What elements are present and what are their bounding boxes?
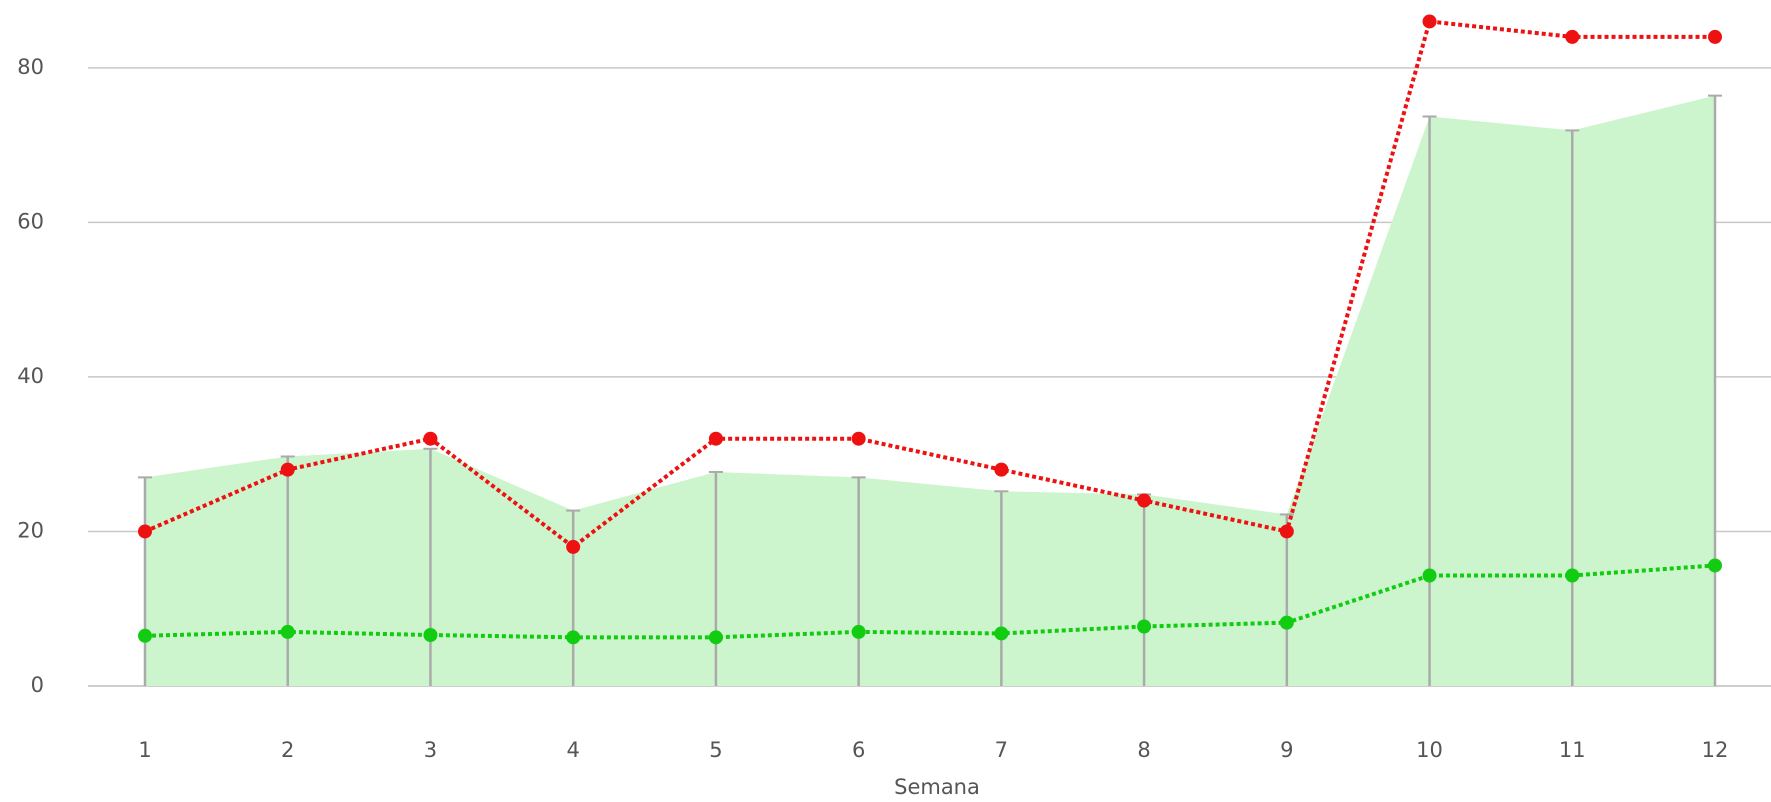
x-tick-label: 5	[709, 738, 722, 762]
point	[851, 624, 866, 639]
point	[708, 431, 723, 446]
point	[423, 431, 438, 446]
point	[994, 626, 1009, 641]
point	[280, 462, 295, 477]
point	[994, 462, 1009, 477]
point	[138, 628, 152, 643]
x-tick-label: 1	[138, 738, 151, 762]
point	[1137, 619, 1152, 634]
point	[1279, 615, 1294, 630]
point	[1279, 524, 1294, 539]
y-tick-label: 80	[17, 55, 44, 79]
line	[144, 19, 1715, 550]
y-tick-label: 20	[17, 518, 44, 542]
point	[1422, 568, 1437, 583]
point	[138, 524, 152, 539]
point	[566, 539, 581, 554]
point	[1137, 493, 1152, 508]
x-tick-label: 6	[852, 738, 865, 762]
x-tick-label: 9	[1280, 738, 1293, 762]
point	[1708, 558, 1722, 573]
x-tick-label: 10	[1416, 738, 1443, 762]
point	[851, 431, 866, 446]
point	[1708, 29, 1722, 44]
point	[280, 624, 295, 639]
y-tick-label: 40	[17, 364, 44, 388]
x-tick-label: 7	[995, 738, 1008, 762]
x-tick-label: 12	[1702, 738, 1729, 762]
line	[144, 563, 1716, 640]
area	[145, 95, 1715, 687]
x-tick-label: 4	[566, 738, 579, 762]
point	[1565, 568, 1580, 583]
x-tick-label: 8	[1137, 738, 1150, 762]
point	[708, 630, 723, 645]
x-tick-label: 2	[281, 738, 294, 762]
x-tick-label: 11	[1559, 738, 1586, 762]
point	[1565, 29, 1580, 44]
y-tick-label: 0	[31, 673, 44, 697]
point	[1422, 14, 1437, 29]
x-axis-label: Semana	[894, 775, 980, 799]
point	[566, 630, 581, 645]
y-tick-label: 60	[17, 209, 44, 233]
x-tick-label: 3	[424, 738, 437, 762]
point	[423, 628, 438, 642]
